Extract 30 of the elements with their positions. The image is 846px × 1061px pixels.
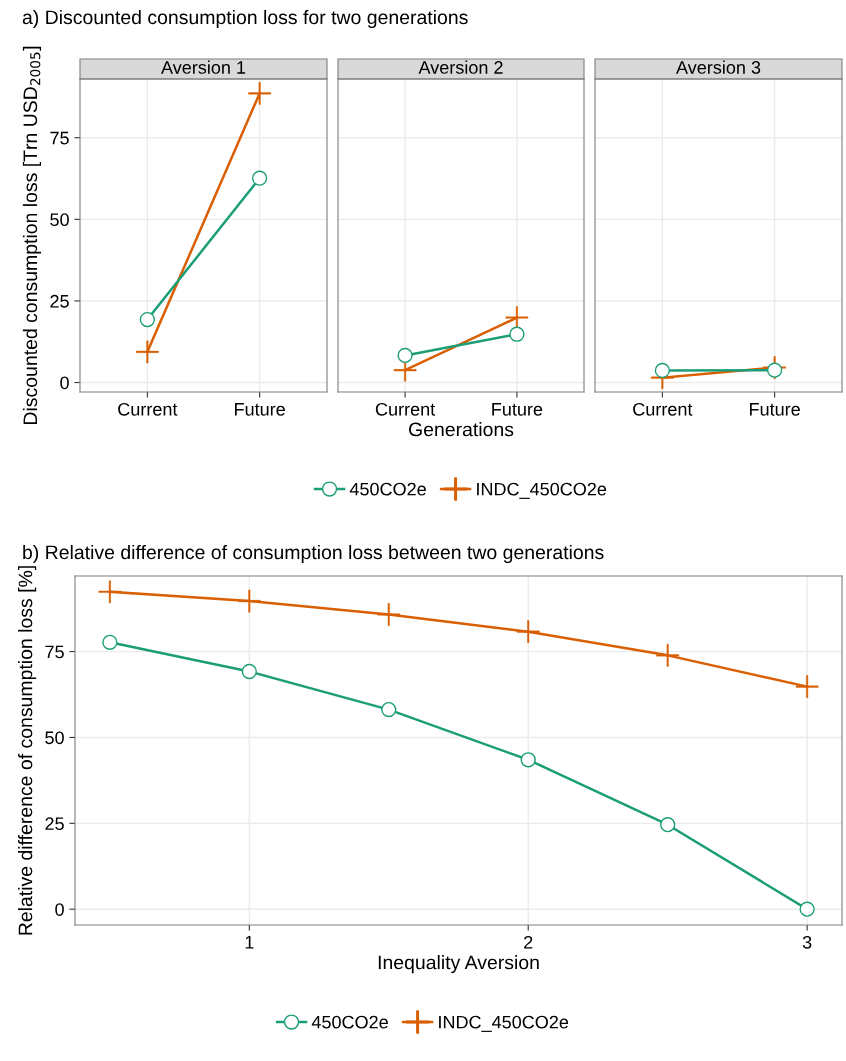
- x-axis-title: Inequality Aversion: [378, 955, 539, 974]
- x-tick-label: Current: [633, 402, 693, 416]
- x-tick-label: 3: [802, 935, 812, 949]
- chart-subtitle: Aversion 3: [676, 60, 761, 74]
- x-tick-label: 1: [245, 936, 254, 949]
- legend-label: INDC_450CO2e: [477, 482, 607, 499]
- y-tick-label: 50: [45, 731, 64, 745]
- y-tick-label: 50: [50, 213, 69, 227]
- x-tick-label: Current: [375, 402, 436, 416]
- chart-title: a) Discounted consumption loss for two generations: [22, 9, 468, 29]
- chart-title: b) Relative difference of consumption loss between two generations: [23, 544, 604, 564]
- chart-subtitle: Aversion 1: [161, 60, 246, 74]
- x-tick-label: 2: [524, 935, 533, 949]
- y-axis-title: Relative difference of consumption loss [%]: [18, 566, 37, 935]
- legend-label: 450CO2e: [349, 482, 426, 496]
- y-tick-label: 75: [45, 645, 64, 659]
- y-axis-title: Discounted consumption loss [Trn USD$_{2005}$]: [22, 46, 42, 424]
- legend-label: INDC_450CO2e: [439, 1015, 569, 1032]
- x-tick-label: Future: [750, 403, 800, 416]
- x-axis-title: Generations: [409, 422, 514, 437]
- x-tick-label: Future: [235, 403, 285, 416]
- y-tick-label: 75: [50, 131, 69, 145]
- y-tick-label: 0: [55, 903, 64, 916]
- y-tick-label: 25: [50, 294, 69, 308]
- x-tick-label: Future: [492, 403, 543, 416]
- y-tick-label: 25: [45, 817, 64, 831]
- legend-label: 450CO2e: [311, 1015, 388, 1029]
- y-tick-label: 0: [60, 376, 69, 390]
- x-tick-label: Current: [118, 402, 178, 416]
- chart-subtitle: Aversion 2: [418, 60, 503, 74]
